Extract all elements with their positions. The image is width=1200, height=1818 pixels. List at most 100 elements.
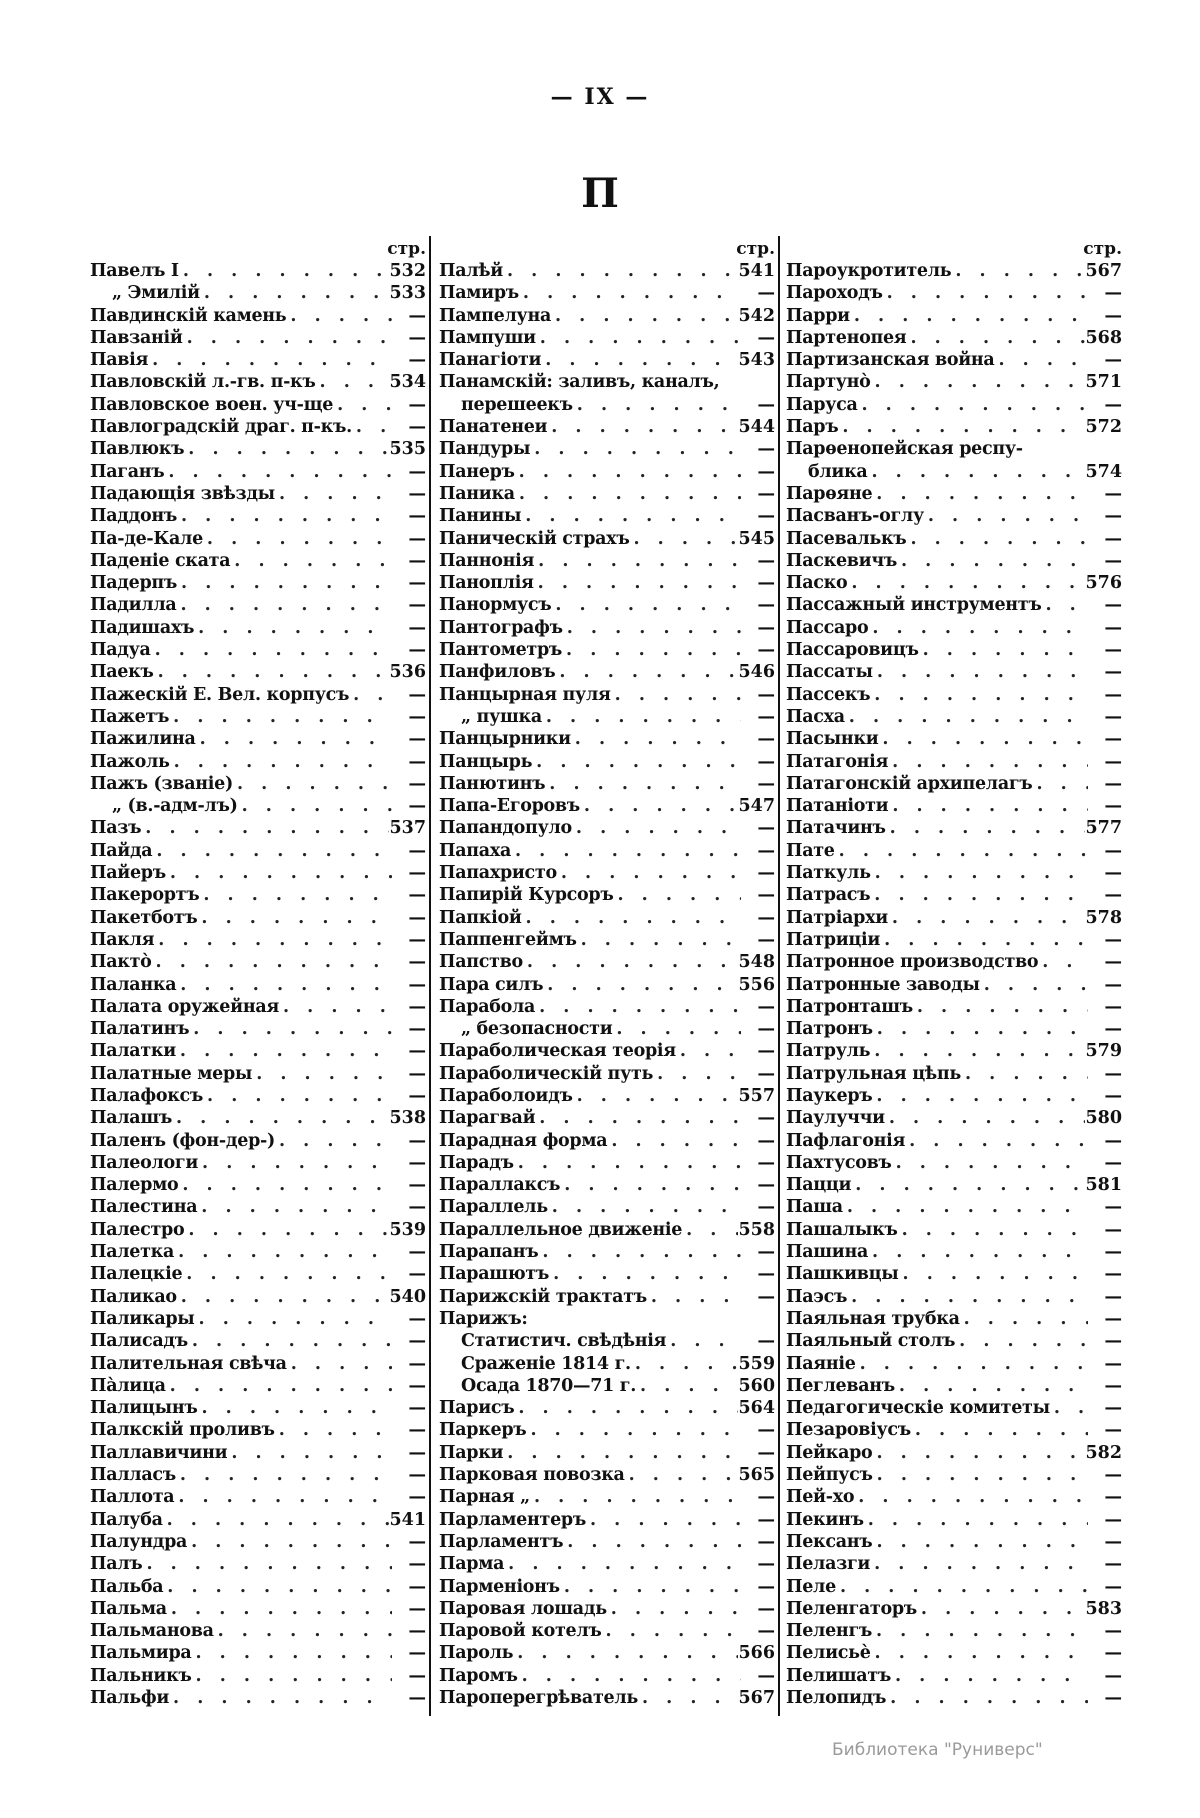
dot-leader bbox=[177, 505, 392, 527]
entry-name: Папаха bbox=[439, 840, 511, 861]
dot-leader bbox=[538, 1241, 741, 1263]
dot-leader bbox=[333, 394, 392, 416]
entry-page: — bbox=[408, 684, 427, 705]
dot-leader bbox=[184, 438, 389, 460]
index-entry: Параллаксъ — bbox=[439, 1174, 775, 1196]
entry-name: Параболоидъ bbox=[439, 1085, 573, 1106]
entry-name: Пароходъ bbox=[786, 283, 883, 304]
entry-page: — bbox=[757, 617, 776, 638]
entry-name: Папкіой bbox=[439, 907, 522, 928]
dot-leader bbox=[196, 728, 392, 750]
index-entry: Пажескій Е. Вел. корпусъ — bbox=[90, 684, 426, 706]
entry-page: 568 bbox=[1085, 327, 1122, 348]
entry-page: — bbox=[1104, 684, 1123, 705]
index-entry: Патрульная цѣпь — bbox=[786, 1063, 1122, 1085]
dot-leader bbox=[191, 1642, 392, 1664]
index-entry: Павлюкъ 535 bbox=[90, 438, 426, 460]
dot-leader bbox=[522, 907, 741, 929]
entry-name: Партунò bbox=[786, 372, 871, 393]
index-entry: Пеглеванъ — bbox=[786, 1375, 1122, 1397]
dot-leader bbox=[177, 572, 392, 594]
dot-leader bbox=[519, 282, 741, 304]
entry-name: Пажилина bbox=[90, 729, 196, 750]
index-entry: Пексанъ — bbox=[786, 1531, 1122, 1553]
index-entry: Паровая лошадь — bbox=[439, 1598, 775, 1620]
entry-page: — bbox=[757, 595, 776, 616]
entry-page: — bbox=[408, 1152, 427, 1173]
entry-name: Панины bbox=[439, 506, 522, 527]
dot-leader bbox=[514, 1152, 741, 1174]
dot-leader bbox=[349, 684, 392, 706]
entry-name: Палительная свѣча bbox=[90, 1353, 287, 1374]
index-entry: Паулуччи 580 bbox=[786, 1107, 1122, 1129]
entry-name: Памиръ bbox=[439, 283, 519, 304]
dot-leader bbox=[166, 1375, 392, 1397]
index-entry: Паденіе ската — bbox=[90, 550, 426, 572]
dot-leader bbox=[872, 1620, 1088, 1642]
dot-leader bbox=[163, 1576, 392, 1598]
dot-leader bbox=[526, 1419, 741, 1441]
entry-page: — bbox=[1104, 1375, 1123, 1396]
index-entry: Палата оружейная — bbox=[90, 996, 426, 1018]
entry-page: — bbox=[408, 617, 427, 638]
index-entry: Пей-хо — bbox=[786, 1486, 1122, 1508]
entry-page: 540 bbox=[389, 1286, 426, 1307]
index-entry: Параболоидъ 557 bbox=[439, 1085, 775, 1107]
dot-leader bbox=[513, 1642, 738, 1664]
entry-name: Паулуччи bbox=[786, 1108, 885, 1129]
entry-name: Пара силъ bbox=[439, 974, 544, 995]
index-entry: Павія — bbox=[90, 349, 426, 371]
entry-name: Паликары bbox=[90, 1308, 195, 1329]
dot-leader bbox=[549, 1263, 741, 1285]
dot-leader bbox=[838, 416, 1085, 438]
index-entry: Парижъ: bbox=[439, 1308, 775, 1330]
index-entry: перешеекъ — bbox=[439, 394, 775, 416]
dot-leader bbox=[543, 974, 738, 996]
entry-page: — bbox=[757, 1487, 776, 1508]
entry-name: Пейпусъ bbox=[786, 1465, 873, 1486]
index-entry: Пароходъ — bbox=[786, 282, 1122, 304]
entry-page: 566 bbox=[738, 1643, 775, 1664]
entry-name: Паника bbox=[439, 483, 515, 504]
entry-page: — bbox=[408, 729, 427, 750]
entry-page: 532 bbox=[389, 261, 426, 281]
index-entry: Пароукротитель 567 bbox=[786, 260, 1122, 282]
entry-name: Паликао bbox=[90, 1286, 177, 1307]
entry-name: Парѳяне bbox=[786, 483, 873, 504]
index-entry: Педагогическіе комитеты — bbox=[786, 1397, 1122, 1419]
entry-page: — bbox=[1104, 550, 1123, 571]
entry-name: Палундра bbox=[90, 1531, 188, 1552]
entry-page: — bbox=[757, 1242, 776, 1263]
index-entry: Пажетъ — bbox=[90, 706, 426, 728]
index-entry: Паэсъ — bbox=[786, 1286, 1122, 1308]
dot-leader bbox=[868, 1241, 1088, 1263]
entry-name: Палласъ bbox=[90, 1465, 176, 1486]
dot-leader bbox=[906, 528, 1088, 550]
entry-name: блика bbox=[808, 461, 868, 482]
dot-leader bbox=[1041, 594, 1088, 616]
entry-page: — bbox=[1104, 305, 1123, 326]
entry-name: Пеле bbox=[786, 1576, 836, 1597]
entry-name: Парламентъ bbox=[439, 1531, 564, 1552]
dot-leader bbox=[523, 951, 739, 973]
page-column-label: стр. bbox=[1083, 239, 1122, 259]
index-entry: Пате — bbox=[786, 840, 1122, 862]
index-entry: Патруль 579 bbox=[786, 1040, 1122, 1062]
entry-name: Панатенеи bbox=[439, 417, 548, 438]
index-entry: Пелишатъ — bbox=[786, 1665, 1122, 1687]
dot-leader bbox=[188, 1330, 392, 1352]
index-entry: Парижскій трактатъ — bbox=[439, 1286, 775, 1308]
dot-leader bbox=[534, 550, 741, 572]
entry-name: Параллаксъ bbox=[439, 1175, 561, 1196]
index-entry: Парѳенопейская респу- bbox=[786, 438, 1122, 460]
index-entry: Пальма — bbox=[90, 1598, 426, 1620]
entry-page: — bbox=[408, 506, 427, 527]
dot-leader bbox=[152, 840, 392, 862]
index-entry: Па-де-Кале — bbox=[90, 528, 426, 550]
index-entry: Парѳяне — bbox=[786, 483, 1122, 505]
entry-name: Палуба bbox=[90, 1509, 163, 1530]
entry-name: Патронные заводы bbox=[786, 974, 980, 995]
dot-leader bbox=[880, 929, 1088, 951]
entry-page: 565 bbox=[738, 1465, 775, 1486]
entry-name: Пакерортъ bbox=[90, 885, 200, 906]
